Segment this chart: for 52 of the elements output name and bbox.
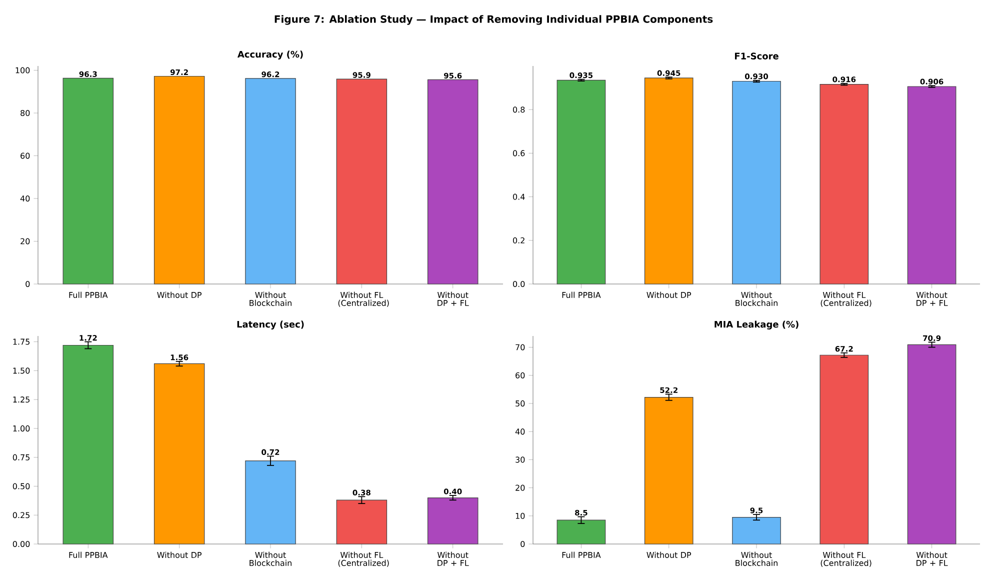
x-tick-label: Without Blockchain [250, 552, 292, 566]
y-tick-label: 0.0 [513, 280, 525, 288]
y-tick-label: 0.75 [12, 454, 30, 460]
y-tick-label: 0.4 [513, 194, 525, 200]
caption: Figure 7: Ablation Study — Impact of Removing Individual PPBIA Components [274, 15, 713, 25]
y-tick-label: 60 [20, 152, 30, 159]
y-tick-label: 20 [516, 484, 525, 491]
x-tick-label: Without FL (Centralized) [820, 292, 872, 307]
chart-title: Accuracy (%) [237, 50, 303, 60]
x-tick-label: Without DP + FL [437, 292, 469, 306]
y-tick-label: 80 [20, 110, 30, 116]
x-tick-label: Without DP [646, 292, 692, 298]
x-tick-label: Full PPBIA [69, 552, 108, 558]
x-tick-label: Without FL (Centralized) [338, 292, 389, 307]
y-tick-label: 40 [20, 195, 30, 202]
y-tick-label: 1.25 [13, 396, 30, 403]
y-tick-label: 1.00 [13, 425, 30, 432]
x-tick-label: Full PPBIA [69, 292, 108, 298]
x-tick-label: Full PPBIA [562, 292, 601, 298]
x-tick-label: Without Blockchain [736, 552, 778, 566]
y-tick-label: 20 [20, 238, 30, 244]
y-tick-label: 40 [515, 428, 525, 435]
x-tick-label: Without FL (Centralized) [338, 552, 389, 567]
y-tick-label: 1.75 [13, 338, 30, 345]
y-tick-label: 60 [516, 372, 525, 378]
y-tick-label: 70 [516, 344, 525, 350]
x-tick-label: Without DP [157, 292, 202, 298]
x-tick-label: Without DP + FL [916, 292, 948, 306]
y-tick-label: 0 [26, 280, 30, 288]
chart-title: Latency (sec) [237, 320, 304, 330]
y-tick-label: 30 [516, 456, 525, 463]
x-tick-label: Without Blockchain [736, 292, 778, 306]
y-tick-label: 50 [516, 400, 525, 406]
y-tick-label: 1.50 [13, 368, 30, 374]
x-tick-label: Full PPBIA [562, 552, 601, 558]
chart-title: F1-Score [734, 52, 778, 60]
x-tick-label: Without Blockchain [250, 292, 292, 306]
x-tick-label: Without DP [646, 552, 692, 558]
y-tick-label: 0.00 [12, 540, 30, 548]
x-tick-label: Without FL (Centralized) [820, 552, 872, 567]
x-tick-label: Without DP + FL [916, 552, 948, 566]
x-tick-label: Without DP [157, 552, 202, 558]
y-tick-label: 0.8 [513, 106, 525, 113]
y-tick-label: 100 [16, 67, 30, 74]
x-tick-label: Without DP + FL [437, 552, 469, 566]
y-tick-label: 0.6 [513, 150, 525, 156]
y-tick-label: 0.25 [12, 512, 30, 518]
y-tick-label: 0.2 [513, 237, 524, 244]
chart-title: MIA Leakage (%) [714, 320, 798, 330]
y-tick-label: 10 [516, 512, 525, 519]
y-tick-label: 0 [520, 540, 525, 548]
y-tick-label: 0.50 [12, 483, 30, 490]
